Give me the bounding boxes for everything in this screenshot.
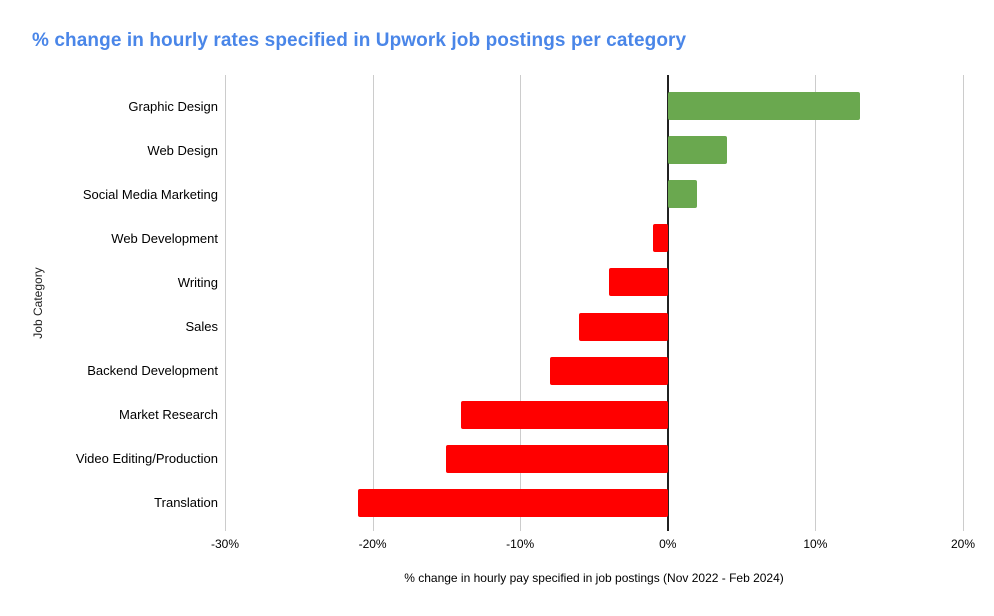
gridline bbox=[225, 75, 226, 531]
chart-title: % change in hourly rates specified in Up… bbox=[32, 30, 687, 51]
category-label: Writing bbox=[177, 274, 218, 290]
bar-row bbox=[225, 304, 963, 348]
bar-row bbox=[225, 84, 963, 128]
gridline bbox=[815, 75, 817, 531]
bar-positive bbox=[667, 136, 727, 165]
category-label: Graphic Design bbox=[128, 98, 218, 114]
category-label: Web Design bbox=[147, 142, 218, 158]
category-label: Market Research bbox=[119, 407, 218, 423]
category-label: Web Development bbox=[111, 230, 218, 246]
bar-row bbox=[225, 216, 963, 260]
bar-positive bbox=[667, 92, 860, 121]
category-label: Translation bbox=[154, 495, 218, 511]
zero-axis-line bbox=[666, 75, 669, 531]
x-tick-label: -30% bbox=[210, 537, 240, 551]
bars-band bbox=[225, 84, 963, 525]
bar-positive bbox=[667, 180, 698, 209]
plot-area bbox=[225, 75, 964, 531]
x-tick-label: -20% bbox=[358, 537, 387, 551]
gridline bbox=[372, 75, 374, 531]
x-axis-title: % change in hourly pay specified in job … bbox=[404, 571, 784, 585]
bar-negative bbox=[357, 488, 668, 517]
category-label: Sales bbox=[185, 319, 218, 335]
x-tick-label: 10% bbox=[803, 537, 828, 551]
gridline bbox=[520, 75, 522, 531]
bar-negative bbox=[579, 312, 668, 341]
gridline bbox=[963, 75, 964, 531]
bar-negative bbox=[653, 224, 668, 253]
bar-row bbox=[225, 128, 963, 172]
category-label: Video Editing/Production bbox=[75, 451, 218, 467]
x-tick-label: 20% bbox=[950, 537, 976, 551]
bar-row bbox=[225, 260, 963, 304]
x-tick-label: 0% bbox=[659, 537, 677, 551]
category-label: Social Media Marketing bbox=[82, 186, 218, 202]
bar-negative bbox=[549, 356, 668, 385]
category-axis: Graphic Design Web Design Social Media Mar… bbox=[0, 84, 218, 525]
bar-row bbox=[225, 172, 963, 216]
category-label: Backend Development bbox=[87, 363, 218, 379]
bar-row bbox=[225, 349, 963, 393]
bar-negative bbox=[461, 400, 668, 429]
bar-row bbox=[225, 393, 963, 437]
bar-row bbox=[225, 481, 963, 525]
x-tick-label: -10% bbox=[506, 537, 535, 551]
bar-negative bbox=[608, 268, 668, 297]
bar-row bbox=[225, 437, 963, 481]
bar-negative bbox=[446, 444, 668, 473]
